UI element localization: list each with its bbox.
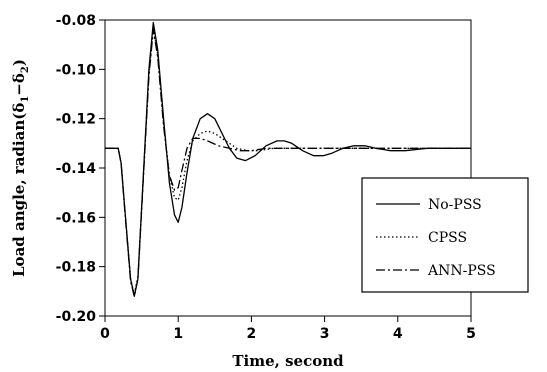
- y-axis-title-sub2: 2: [20, 66, 31, 73]
- x-axis: 0 1 2 3 4 5: [100, 316, 476, 342]
- y-tick-label: -0.14: [56, 161, 97, 177]
- legend-items: No-PSS CPSS ANN-PSS: [376, 197, 496, 279]
- y-axis-title-delta2: δ: [10, 73, 28, 83]
- x-tick-label: 1: [173, 326, 183, 342]
- x-tick-label: 3: [320, 326, 330, 342]
- legend-label-cpss: CPSS: [428, 230, 467, 246]
- y-axis-title-minus: −: [10, 83, 28, 96]
- y-tick-label: -0.16: [56, 210, 96, 226]
- series-line-ann-pss: [105, 29, 471, 297]
- legend-box: [361, 177, 529, 293]
- legend: No-PSS CPSS ANN-PSS: [361, 177, 529, 293]
- y-axis-title-sub1: 1: [20, 96, 31, 103]
- y-axis-title-close: ): [10, 59, 28, 66]
- y-tick-label: -0.20: [56, 309, 97, 325]
- x-axis-title: Time, second: [232, 352, 344, 370]
- y-tick-label: -0.12: [56, 112, 96, 128]
- x-tick-label: 4: [393, 326, 403, 342]
- y-tick-label: -0.10: [56, 62, 97, 78]
- x-tick-label: 5: [466, 326, 476, 342]
- plot-area: [104, 19, 472, 317]
- y-axis-title-main: Load angle, radian(: [10, 113, 28, 277]
- y-tick-label: -0.18: [56, 260, 96, 276]
- x-tick-label: 0: [100, 326, 110, 342]
- legend-label-ann-pss: ANN-PSS: [427, 263, 496, 279]
- series-layer: [105, 21, 471, 297]
- y-axis: -0.20 -0.18 -0.16 -0.14 -0.12 -0.10 -0.08: [56, 13, 105, 325]
- legend-label-no-pss: No-PSS: [428, 197, 482, 213]
- y-axis-title-delta1: δ: [10, 103, 28, 113]
- y-tick-label: -0.08: [56, 13, 96, 29]
- x-tick-label: 2: [247, 326, 257, 342]
- y-axis-title: Load angle, radian(δ1−δ2): [10, 59, 31, 277]
